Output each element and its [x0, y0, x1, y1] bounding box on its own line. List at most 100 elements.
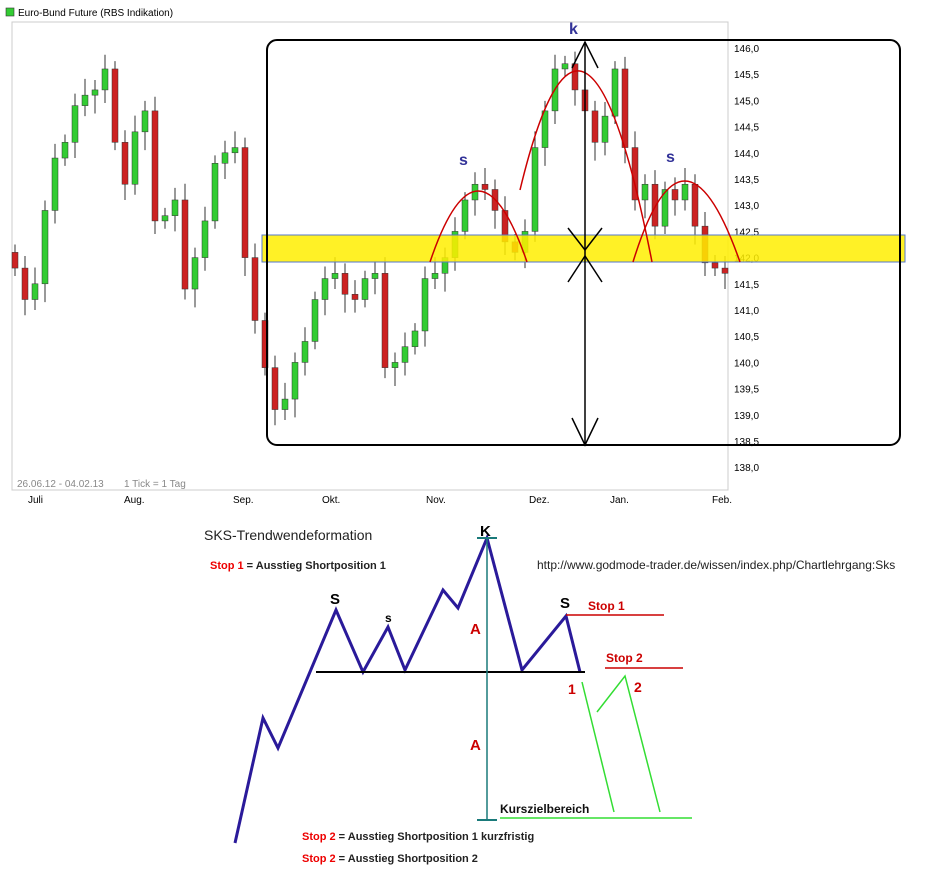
left-shoulder-label: s	[459, 152, 468, 169]
y-tick-label: 144,5	[734, 123, 759, 134]
candle-down	[111, 68, 119, 143]
candle-up	[231, 147, 239, 154]
a-lower: A	[470, 737, 481, 754]
candle-down	[711, 262, 719, 269]
target-arrow	[567, 40, 603, 447]
candle-down	[351, 294, 359, 300]
candle-down	[591, 110, 599, 143]
x-axis: Juli Aug. Sep. Okt. Nov. Dez. Jan. Feb.	[28, 495, 732, 506]
a-upper: A	[470, 621, 481, 638]
y-tick-label: 146,0	[734, 44, 759, 55]
y-tick-label: 138,5	[734, 437, 759, 448]
sks-diagram: SKS-Trendwendeformation Stop 1 = Ausstie…	[204, 523, 895, 865]
candle-up	[361, 278, 369, 300]
candle-up	[61, 142, 69, 159]
x-tick-label: Jan.	[610, 495, 629, 506]
candle-up	[71, 105, 79, 143]
stop1-label: Stop 1	[588, 599, 625, 613]
candle-down	[481, 183, 489, 190]
candle-up	[561, 63, 569, 70]
candle-up	[391, 362, 399, 368]
y-tick-label: 141,5	[734, 280, 759, 291]
x-tick-label: Okt.	[322, 495, 340, 506]
candle-up	[461, 199, 469, 232]
left-shoulder-arc	[429, 190, 528, 263]
tick-note: 1 Tick = 1 Tag	[124, 479, 186, 490]
candle-up	[371, 273, 379, 279]
y-tick-label: 141,0	[734, 306, 759, 317]
legend-stop2b: Stop 2 = Ausstieg Shortposition 2	[302, 853, 478, 865]
target-path-1	[581, 681, 615, 813]
candle-down	[341, 273, 349, 295]
candle-down	[251, 257, 259, 321]
candle-up	[201, 220, 209, 258]
candle-down	[151, 110, 159, 222]
candle-up	[101, 68, 109, 91]
stop2-label: Stop 2	[606, 651, 643, 665]
candle-up	[541, 110, 549, 148]
diagram-small-shoulder: s	[385, 611, 392, 625]
candle-down	[381, 273, 389, 368]
candle-up	[401, 346, 409, 363]
candle-up	[601, 115, 609, 143]
candle-up	[161, 215, 169, 222]
candle-up	[331, 273, 339, 279]
pattern-frame	[266, 39, 901, 446]
target-path-2	[596, 674, 661, 813]
price-path	[233, 533, 582, 844]
candle-up	[221, 152, 229, 164]
diagram-title: SKS-Trendwendeformation	[204, 527, 372, 543]
x-tick-label: Sep.	[233, 495, 254, 506]
head-label: k	[569, 21, 578, 38]
y-tick-label: 145,5	[734, 70, 759, 81]
x-tick-label: Feb.	[712, 495, 732, 506]
diagram-head: K	[480, 523, 491, 540]
y-tick-label: 138,0	[734, 463, 759, 474]
candle-up	[411, 330, 419, 347]
pattern-overlay: k s s	[261, 21, 906, 447]
chart-title: Euro-Bund Future (RBS Indikation)	[18, 8, 173, 19]
x-tick-label: Dez.	[529, 495, 550, 506]
candle-up	[171, 199, 179, 216]
legend-swatch	[5, 7, 15, 17]
candle-up	[211, 163, 219, 222]
candle-up	[661, 189, 669, 227]
candle-up	[421, 278, 429, 332]
candle-up	[131, 131, 139, 185]
candle-down	[621, 68, 629, 148]
candle-down	[121, 142, 129, 185]
candle-up	[431, 273, 439, 279]
candle-down	[651, 183, 659, 227]
candle-down	[241, 147, 249, 258]
candle-down	[691, 183, 699, 227]
y-tick-label: 145,0	[734, 96, 759, 107]
entry-1: 1	[568, 681, 576, 697]
candle-up	[611, 68, 619, 117]
candle-down	[271, 367, 279, 410]
right-shoulder-label: s	[666, 149, 675, 166]
candle-up	[51, 157, 59, 211]
entry-2: 2	[634, 679, 642, 695]
date-range: 26.06.12 - 04.02.13	[17, 479, 104, 490]
source-url[interactable]: http://www.godmode-trader.de/wissen/inde…	[537, 558, 895, 572]
candle-down	[571, 63, 579, 91]
y-tick-label: 140,0	[734, 358, 759, 369]
legend-stop2a: Stop 2 = Ausstieg Shortposition 1 kurzfr…	[302, 831, 534, 843]
x-tick-label: Nov.	[426, 495, 446, 506]
candle-up	[311, 299, 319, 342]
y-tick-label: 139,0	[734, 411, 759, 422]
candle-down	[21, 267, 29, 300]
candle-up	[291, 362, 299, 400]
candle-up	[41, 210, 49, 285]
y-tick-label: 140,5	[734, 332, 759, 343]
candle-down	[671, 189, 679, 201]
candle-up	[681, 183, 689, 201]
candle-up	[531, 147, 539, 232]
candle-up	[91, 89, 99, 96]
candle-up	[191, 257, 199, 290]
right-shoulder-arc	[632, 180, 741, 263]
y-tick-label: 139,5	[734, 385, 759, 396]
candle-up	[641, 183, 649, 201]
y-tick-label: 143,0	[734, 201, 759, 212]
